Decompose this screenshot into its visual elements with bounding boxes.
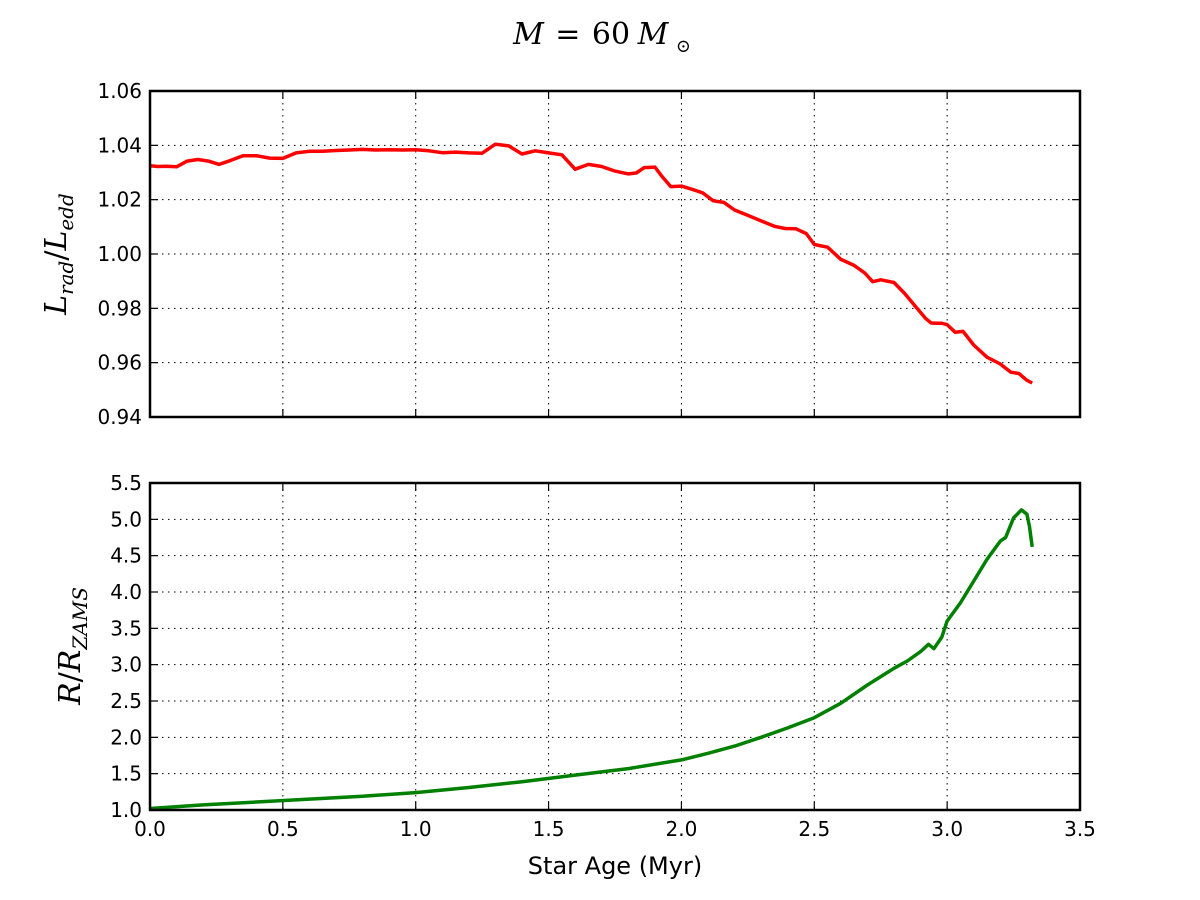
bottom-x-tick-label: 3.0 [931, 817, 963, 841]
bottom-ticks [149, 482, 1081, 811]
bottom-plot-frame [148, 481, 1082, 812]
top-y-tick-label: 1.04 [97, 133, 142, 157]
title-equals: = [555, 17, 580, 52]
bottom-x-tick-label: 3.5 [1064, 817, 1096, 841]
bottom-y-tick-label: 4.0 [110, 580, 142, 604]
bottom-y-tick-label: 3.5 [110, 616, 142, 640]
bottom-x-tick-label: 0.5 [267, 817, 299, 841]
top-grid [150, 91, 1080, 417]
top-y-axis-label: Lrad/Ledd [39, 193, 78, 316]
bottom-y-tick-label: 2.0 [110, 725, 142, 749]
title-value: 60 [592, 17, 630, 52]
top-y-tick-label: 0.94 [97, 405, 142, 429]
radius-ratio-line [149, 508, 1034, 811]
title-sun-subscript: ⊙ [676, 36, 691, 57]
bottom-y-axis-label: R/RZAMS [53, 587, 92, 706]
bottom-x-tick-label: 2.5 [798, 817, 830, 841]
bottom-panel: 1.0 1.5 2.0 2.5 3.0 3.5 4.0 4.5 5.0 5.5 0.0 0.5 1.0… [53, 471, 1096, 880]
bottom-grid [150, 483, 1080, 810]
bottom-x-tick-labels: 0.0 0.5 1.0 1.5 2.0 2.5 3.0 3.5 [134, 817, 1096, 841]
bottom-y-tick-label: 5.0 [110, 507, 142, 531]
bottom-x-tick-label: 1.0 [400, 817, 432, 841]
bottom-y-tick-labels: 1.0 1.5 2.0 2.5 3.0 3.5 4.0 4.5 5.0 5.5 [110, 471, 142, 822]
title-mass-symbol: M [637, 17, 670, 52]
bottom-y-tick-label: 4.5 [110, 544, 142, 568]
bottom-y-tick-label: 5.5 [110, 471, 142, 495]
top-plot-frame [148, 89, 1082, 419]
bottom-x-tick-label: 2.0 [666, 817, 698, 841]
title-symbol: M [512, 17, 545, 52]
bottom-y-tick-label: 1.0 [110, 798, 142, 822]
top-panel: 0.94 0.96 0.98 1.00 1.02 1.04 1.06 Lrad/Ledd [39, 79, 1082, 429]
bottom-x-tick-label: 1.5 [533, 817, 565, 841]
top-y-tick-label: 0.96 [97, 351, 142, 375]
bottom-x-tick-label: 0.0 [134, 817, 166, 841]
luminosity-ratio-line [149, 142, 1033, 385]
top-y-tick-labels: 0.94 0.96 0.98 1.00 1.02 1.04 1.06 [97, 79, 142, 429]
bottom-y-tick-label: 3.0 [110, 653, 142, 677]
bottom-y-tick-label: 2.5 [110, 689, 142, 713]
top-y-tick-label: 0.98 [97, 296, 142, 320]
bottom-y-tick-label: 1.5 [110, 762, 142, 786]
top-y-tick-label: 1.06 [97, 79, 142, 103]
top-y-tick-label: 1.00 [97, 242, 142, 266]
figure-title: M = 60 M ⊙ [512, 17, 691, 57]
top-y-tick-label: 1.02 [97, 188, 142, 212]
x-axis-label: Star Age (Myr) [528, 852, 702, 880]
